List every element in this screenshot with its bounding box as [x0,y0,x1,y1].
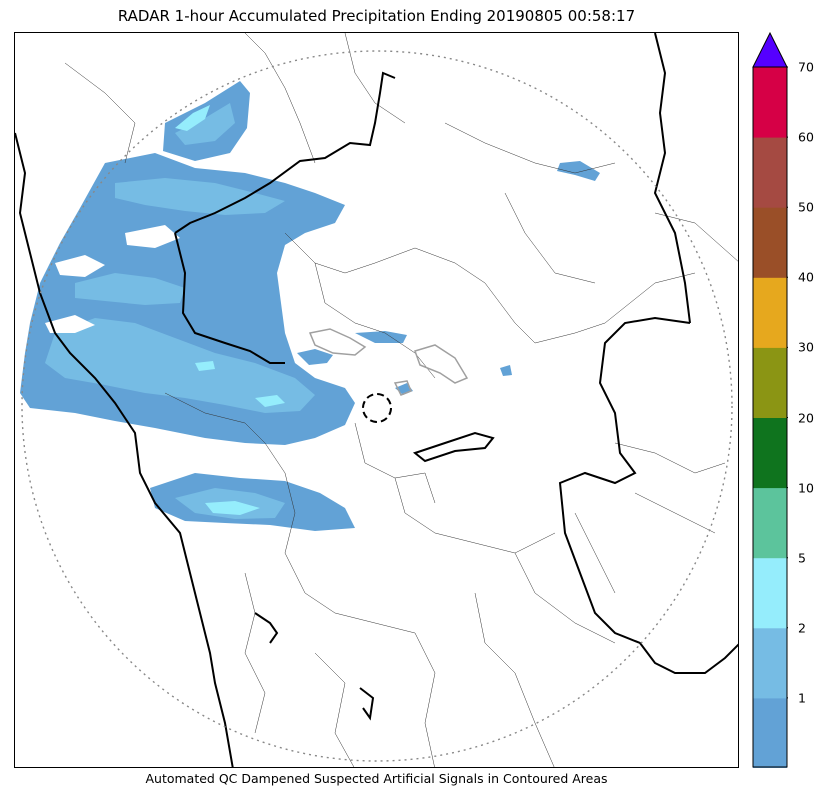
colorbar-segment [753,487,787,559]
colorbar-segment [753,67,787,138]
colorbar-tick-label: 40 [798,269,814,285]
colorbar-segment [753,207,787,278]
radar-map [14,32,739,768]
colorbar-extend-arrow [752,31,788,68]
colorbar-segment [753,697,787,769]
colorbar-tick-label: 10 [798,480,814,496]
colorbar-tick-label: 20 [798,410,814,425]
colorbar-tick-label: 50 [798,199,814,215]
colorbar-segment [753,417,787,489]
colorbar-segment [753,137,787,208]
colorbar-tick-label: 30 [798,339,814,355]
colorbar-tick-label: 60 [798,129,814,145]
colorbar-tick-label: 70 [798,59,814,75]
colorbar-segment [753,277,787,348]
radar-site-marker [362,393,392,423]
colorbar-tick-label: 5 [798,550,806,566]
map-caption: Automated QC Dampened Suspected Artifici… [145,771,608,786]
colorbar-segment [753,627,787,699]
precipitation-layer [20,81,600,531]
colorbar-tick-label: 1 [798,690,806,706]
qc-contours [308,328,469,396]
colorbar-segment [753,347,787,418]
state-boundaries [15,33,738,767]
radar-range-ring [21,50,733,762]
colorbar-segment [753,557,787,629]
colorbar-tick-label: 2 [798,620,806,636]
colorbar [752,31,788,769]
district-boundaries [64,33,738,767]
map-title: RADAR 1-hour Accumulated Precipitation E… [117,7,636,25]
